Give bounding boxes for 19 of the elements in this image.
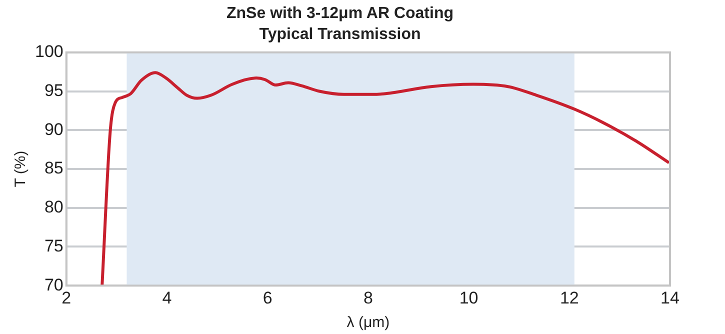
line-series: [100, 71, 670, 286]
y-tick-label: 90: [44, 120, 64, 139]
y-tick-label: 70: [44, 275, 64, 294]
y-tick-label: 100: [34, 42, 64, 62]
y-tick-label: 85: [44, 158, 64, 178]
x-tick-label: 14: [660, 288, 680, 308]
chart-title: ZnSe with 3-12μm AR Coating: [226, 5, 454, 22]
x-tick-label: 6: [262, 288, 272, 308]
x-tick-label: 10: [459, 288, 478, 308]
x-tick-label: 8: [363, 288, 373, 308]
x-tick-label: 12: [560, 288, 579, 308]
y-tick-label: 75: [44, 236, 64, 256]
y-axis-title: T (%): [12, 150, 30, 188]
x-tick-label: 4: [162, 288, 172, 308]
chart-subtitle: Typical Transmission: [259, 26, 421, 44]
x-axis-title: λ (μm): [346, 314, 390, 332]
y-tick-label: 80: [44, 198, 64, 217]
y-tick-label: 95: [44, 80, 64, 100]
x-tick-label: 2: [62, 288, 72, 308]
